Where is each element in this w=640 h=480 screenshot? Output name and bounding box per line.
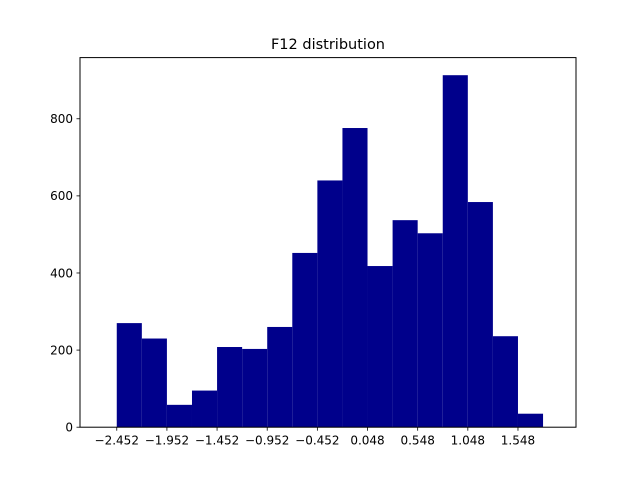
histogram-bar	[141, 338, 167, 428]
bars-layer	[116, 75, 544, 428]
histogram-bar	[467, 202, 493, 428]
x-tick-label: −1.452	[195, 434, 239, 448]
histogram-bar	[342, 128, 368, 428]
histogram-bar	[442, 75, 468, 428]
y-tick-label: 0	[65, 421, 73, 435]
histogram-bar	[267, 326, 293, 428]
x-axis: −2.452 −1.952 −1.452 −0.952 −0.452 0.048 0.548…	[95, 427, 535, 448]
histogram-bar	[242, 348, 268, 428]
histogram-bar	[392, 220, 418, 428]
chart-title: F12 distribution	[271, 37, 385, 53]
x-tick-label: 0.048	[350, 434, 384, 448]
x-tick-label: 1.048	[451, 434, 485, 448]
y-axis: 0 200 400 600 800	[50, 112, 80, 435]
y-tick-label: 200	[50, 343, 73, 357]
histogram-bar	[116, 323, 142, 428]
x-tick-label: −2.452	[95, 434, 139, 448]
histogram-bar	[417, 233, 443, 428]
y-tick-label: 600	[50, 189, 73, 203]
histogram-bar	[166, 404, 192, 428]
x-tick-label: −0.452	[295, 434, 339, 448]
x-tick-label: −1.952	[145, 434, 189, 448]
plot-frame	[79, 57, 577, 428]
histogram-bar	[191, 390, 218, 428]
histogram-bar	[517, 413, 544, 428]
x-tick-label: 1.548	[501, 434, 535, 448]
histogram-bar	[492, 336, 518, 428]
histogram-bar	[217, 347, 243, 428]
y-tick-label: 400	[50, 266, 73, 280]
histogram-bar	[292, 252, 318, 428]
histogram-bar	[317, 180, 343, 428]
histogram-bar	[367, 266, 393, 428]
x-tick-label: 0.548	[400, 434, 434, 448]
x-tick-label: −0.952	[245, 434, 289, 448]
y-tick-label: 800	[50, 112, 73, 126]
